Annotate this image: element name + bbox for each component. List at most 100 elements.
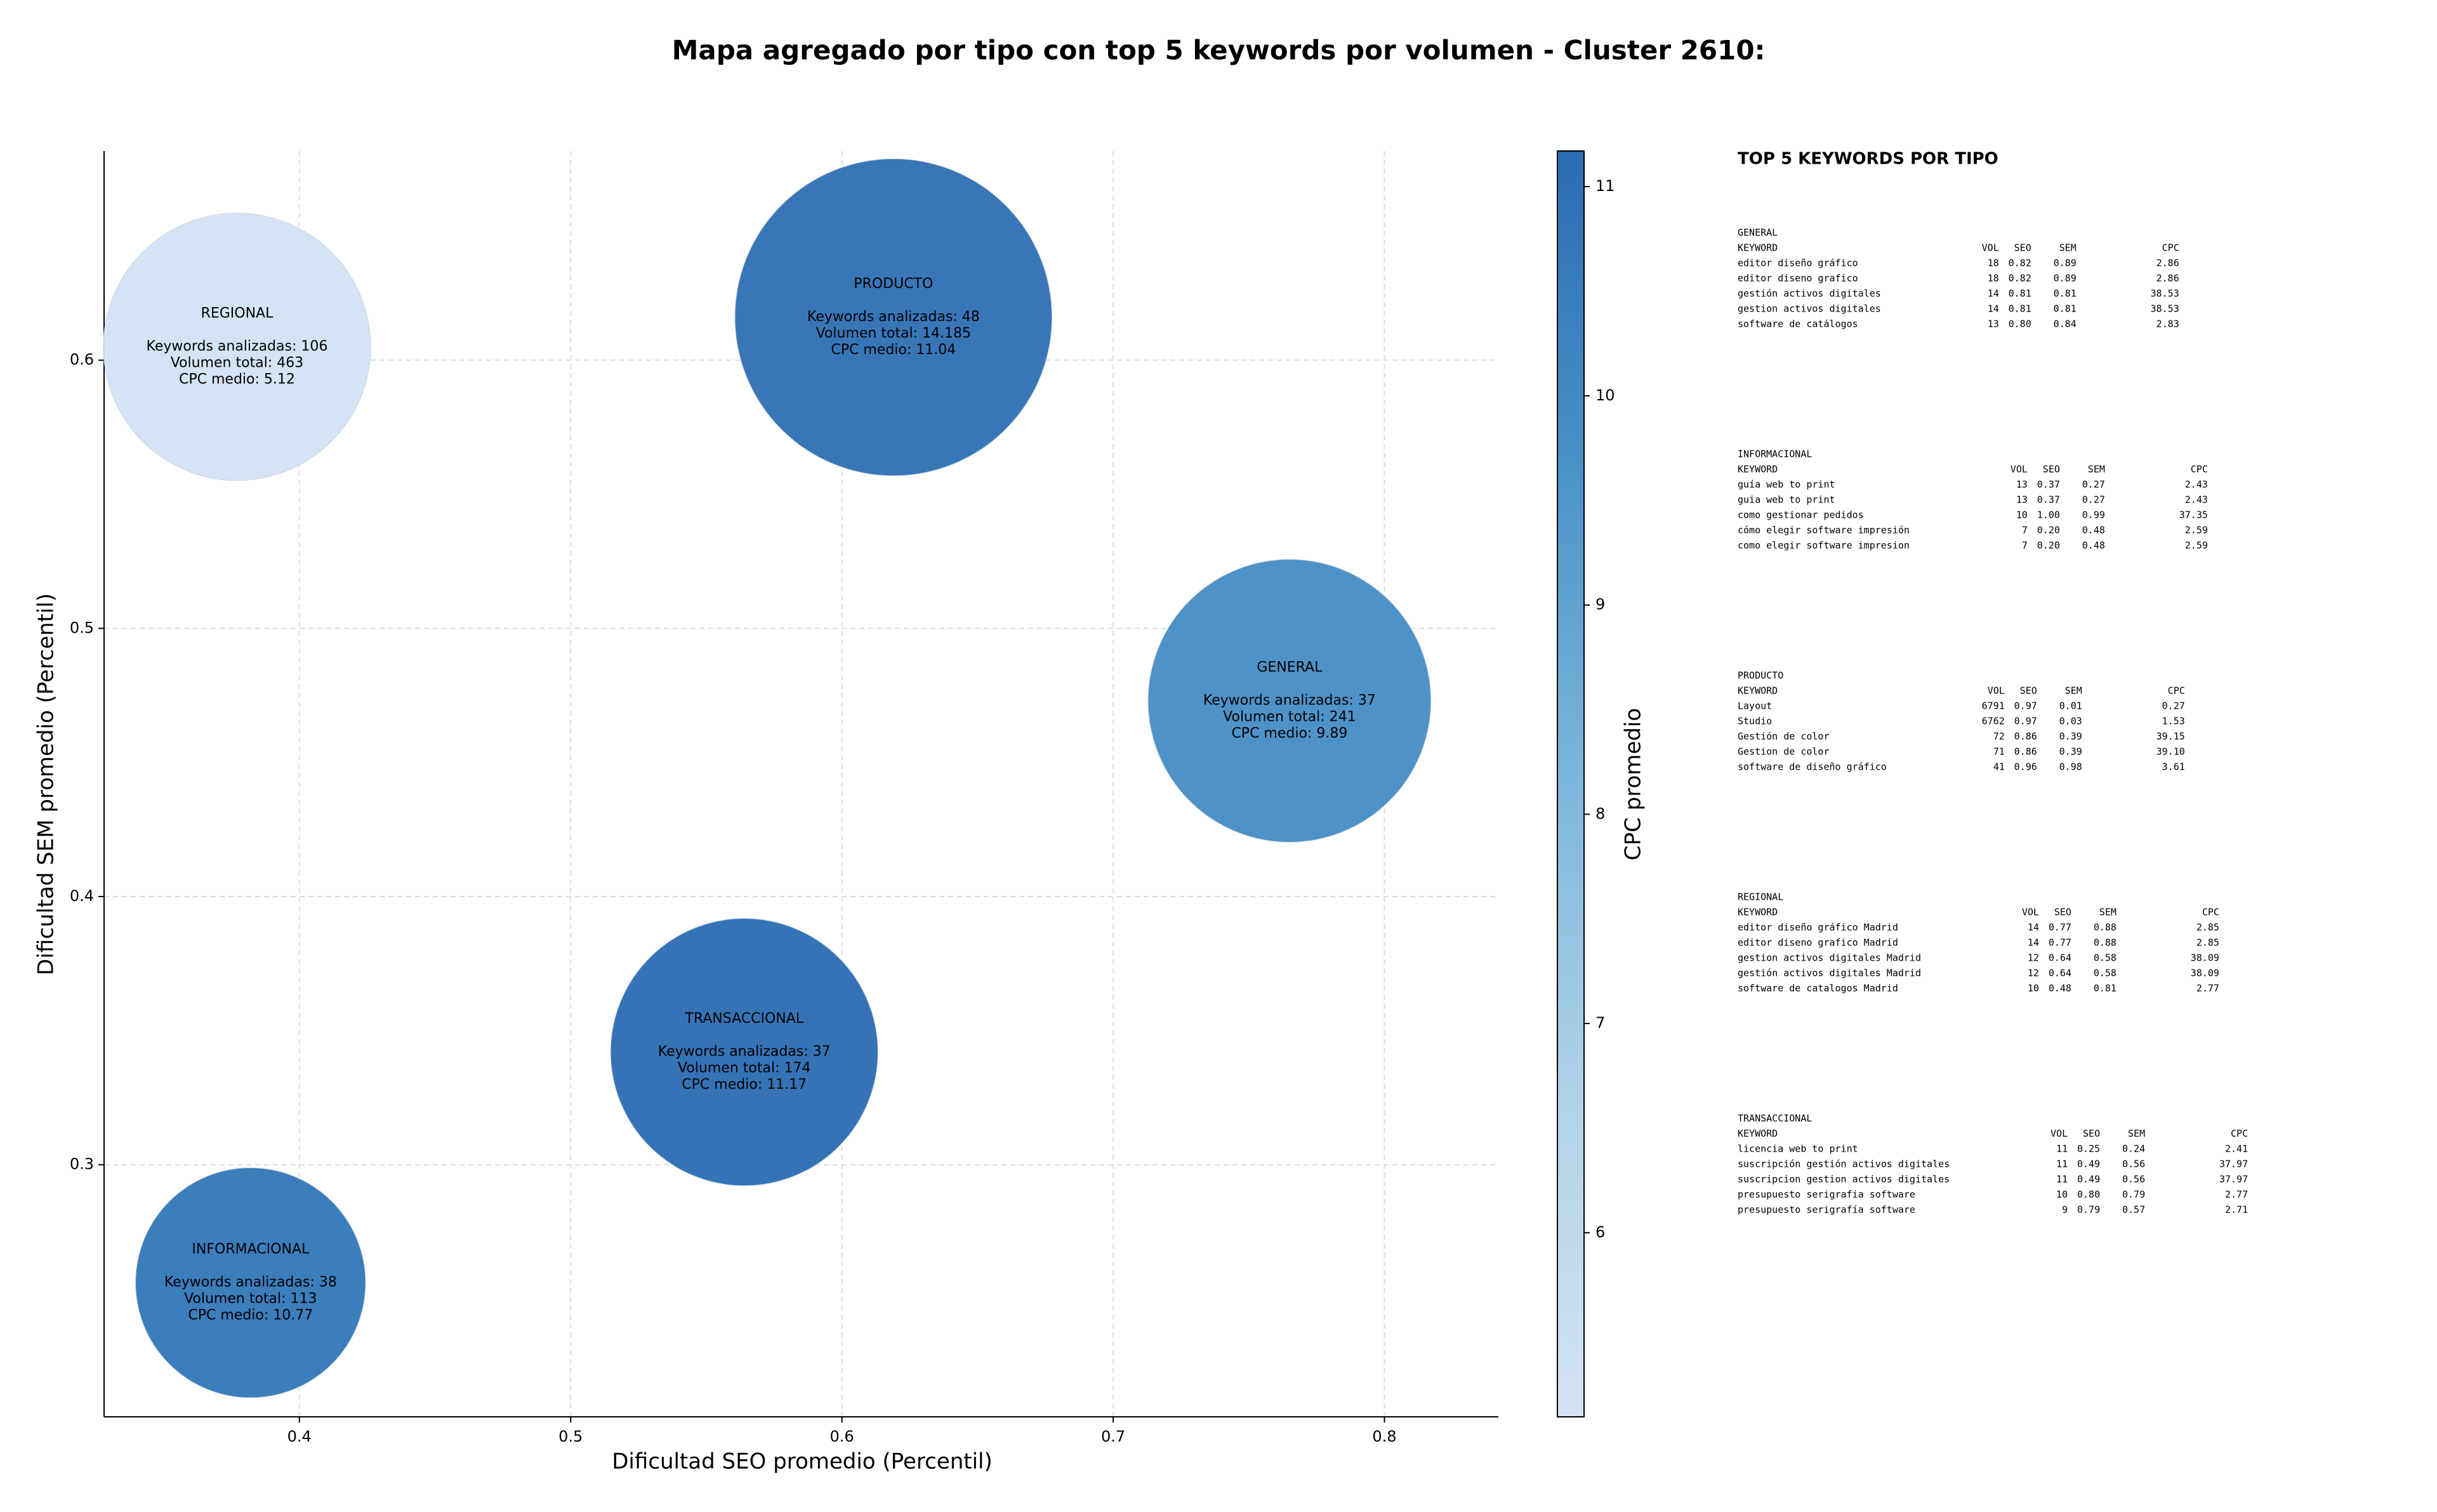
table-cell: 0.39 (2059, 746, 2082, 758)
table-cell: 13 (2016, 494, 2028, 506)
table-cell: 37.97 (2219, 1174, 2248, 1185)
bubble (135, 1167, 366, 1398)
bubble (734, 158, 1053, 477)
table-cell: 0.56 (2122, 1174, 2145, 1185)
table-cell: 0.97 (2014, 700, 2037, 712)
table-cell: 14 (1988, 288, 1999, 299)
table-cell: guia web to print (1738, 494, 1835, 506)
table-header: KEYWORD (1738, 242, 1778, 254)
table-cell: 2.77 (2225, 1189, 2248, 1200)
table-cell: 3.61 (2162, 761, 2185, 773)
table-cell: 2.86 (2156, 273, 2179, 284)
bubble-name: PRODUCTO (854, 276, 933, 292)
table-cell: 0.48 (2082, 540, 2105, 551)
colorbar-tick-label: 6 (1595, 1223, 1605, 1241)
table-cell: 38.53 (2151, 288, 2179, 299)
table-cell: gestion activos digitales Madrid (1738, 952, 1921, 964)
table-cell: 0.89 (2054, 258, 2077, 269)
table-cell: Studio (1738, 716, 1772, 727)
table-cell: Layout (1738, 700, 1772, 712)
table-cell: 0.64 (2049, 968, 2071, 979)
table-header: SEO (2054, 907, 2071, 918)
table-cell: 11 (2056, 1159, 2068, 1170)
table-cell: 14 (2028, 922, 2039, 933)
table-cell: 2.86 (2156, 258, 2179, 269)
bubble-annotation: Keywords analizadas: 37 (658, 1044, 831, 1060)
table-cell: 0.57 (2122, 1204, 2145, 1216)
table-header: KEYWORD (1738, 685, 1778, 697)
table-cell: 14 (1988, 303, 1999, 315)
table-cell: suscripción gestión activos digitales (1738, 1159, 1950, 1170)
table-cell: 14 (2028, 937, 2039, 949)
table-cell: 72 (1993, 731, 2005, 742)
table-cell: 12 (2028, 968, 2039, 979)
bubble-name: GENERAL (1257, 659, 1323, 675)
table-cell: 2.85 (2196, 937, 2219, 949)
table-cell: Gestión de color (1738, 731, 1830, 742)
table-cell: Gestion de color (1738, 746, 1830, 758)
table-cell: 0.99 (2082, 509, 2105, 521)
table-header: SEO (2043, 464, 2060, 475)
table-cell: suscripcion gestion activos digitales (1738, 1174, 1950, 1185)
table-cell: 10 (2016, 509, 2028, 521)
table-cell: 0.81 (2094, 983, 2117, 994)
table-header: KEYWORD (1738, 464, 1778, 475)
table-cell: editor diseno grafico Madrid (1738, 937, 1898, 949)
table-cell: editor diseño gráfico Madrid (1738, 922, 1898, 933)
bubble-annotation: Volumen total: 174 (678, 1060, 810, 1076)
y-tick-label: 0.5 (70, 619, 94, 636)
table-cell: 0.48 (2082, 525, 2105, 536)
chart-title: Mapa agregado por tipo con top 5 keyword… (672, 35, 1766, 66)
table-cell: 0.84 (2054, 319, 2077, 330)
x-tick-label: 0.5 (558, 1428, 583, 1445)
table-cell: 2.71 (2225, 1204, 2248, 1216)
table-cell: cómo elegir software impresión (1738, 525, 1910, 536)
table-header: VOL (1982, 242, 1999, 254)
table-cell: 2.85 (2196, 922, 2219, 933)
table-cell: 41 (1993, 761, 2005, 773)
table-cell: 0.64 (2049, 952, 2071, 964)
bubble-annotation: Keywords analizadas: 37 (1203, 692, 1376, 708)
table-header: VOL (2051, 1128, 2068, 1140)
x-tick-label: 0.8 (1372, 1428, 1396, 1445)
table-cell: presupuesto serigrafía software (1738, 1204, 1915, 1216)
table-cell: 13 (2016, 479, 2028, 490)
colorbar-label: CPC promedio (1621, 708, 1646, 860)
table-cell: 0.27 (2082, 479, 2105, 490)
table-cell: como gestionar pedidos (1738, 509, 1864, 521)
table-cell: 1.00 (2037, 509, 2060, 521)
table-cell: 0.79 (2122, 1189, 2145, 1200)
table-cell: 0.82 (2009, 273, 2031, 284)
group-name: INFORMACIONAL (1738, 449, 1812, 460)
table-cell: 10 (2056, 1189, 2068, 1200)
bubble-name: TRANSACCIONAL (684, 1011, 803, 1027)
table-header: CPC (2191, 464, 2208, 475)
y-tick-label: 0.6 (70, 351, 94, 369)
x-tick-label: 0.4 (287, 1428, 312, 1445)
table-cell: software de catalogos Madrid (1738, 983, 1898, 994)
colorbar-tick-label: 8 (1595, 805, 1605, 822)
colorbar (1557, 150, 1585, 1417)
table-cell: 0.27 (2162, 700, 2185, 712)
table-header: SEM (2059, 242, 2077, 254)
table-header: CPC (2231, 1128, 2248, 1140)
table-cell: 0.86 (2014, 731, 2037, 742)
bubble-annotation: CPC medio: 9.89 (1231, 725, 1347, 741)
table-cell: 2.83 (2156, 319, 2179, 330)
table-cell: 0.88 (2094, 922, 2117, 933)
group-name: REGIONAL (1738, 891, 1783, 903)
table-header: SEM (2065, 685, 2082, 697)
table-cell: 0.86 (2014, 746, 2037, 758)
bubble-annotation: CPC medio: 11.04 (831, 342, 956, 358)
table-cell: software de catálogos (1738, 319, 1858, 330)
table-cell: 0.25 (2077, 1143, 2100, 1155)
table-cell: 37.35 (2179, 509, 2208, 521)
table-cell: 6762 (1982, 716, 2005, 727)
table-cell: 0.81 (2054, 303, 2077, 315)
table-cell: editor diseño gráfico (1738, 258, 1858, 269)
table-header: VOL (2022, 907, 2039, 918)
table-cell: 0.20 (2037, 540, 2060, 551)
bubble-annotation: Keywords analizadas: 38 (164, 1275, 337, 1291)
group-name: PRODUCTO (1738, 670, 1783, 681)
table-header: SEO (2020, 685, 2037, 697)
